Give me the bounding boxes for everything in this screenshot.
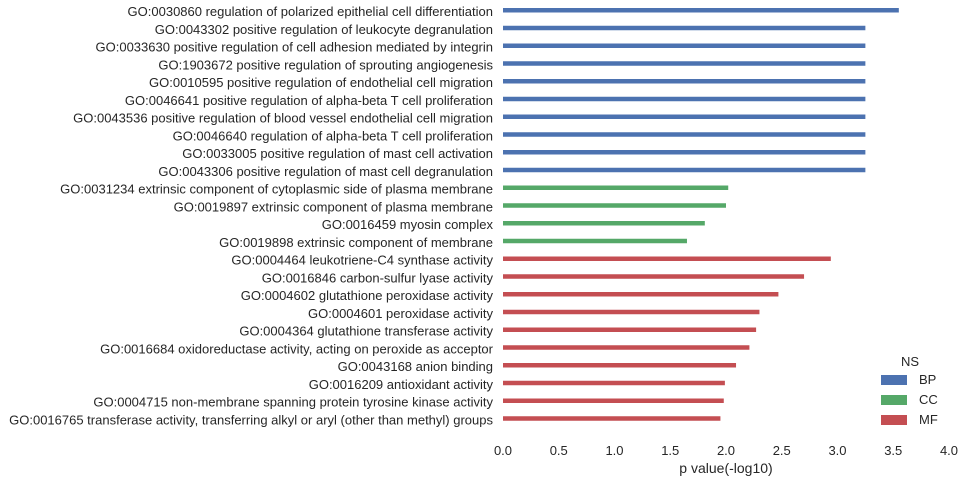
legend-label-bp: BP: [919, 372, 936, 387]
x-tick-label: 1.5: [661, 443, 679, 458]
category-label: GO:1903672 positive regulation of sprout…: [158, 57, 493, 72]
x-axis-label: p value(-log10): [679, 460, 772, 476]
legend-swatch-bp: [881, 375, 907, 385]
category-label: GO:0004464 leukotriene-C4 synthase activ…: [231, 253, 493, 268]
bar-bp: [503, 132, 866, 137]
bar-bp: [503, 167, 866, 173]
category-label: GO:0030860 regulation of polarized epith…: [128, 4, 493, 19]
bar-bp: [503, 8, 899, 13]
legend-swatch-cc: [881, 395, 907, 405]
category-label: GO:0019898 extrinsic component of membra…: [219, 235, 493, 250]
bar-mf: [503, 363, 737, 368]
bar-mf: [503, 398, 724, 403]
x-tick-label: 2.0: [717, 443, 735, 458]
category-label: GO:0033005 positive regulation of mast c…: [182, 146, 493, 161]
bar-bp: [503, 25, 866, 31]
bar-bp: [503, 96, 866, 102]
legend-label-cc: CC: [919, 392, 938, 407]
category-label: GO:0004602 glutathione peroxidase activi…: [241, 288, 494, 303]
legend-swatch-mf: [881, 415, 907, 425]
category-label: GO:0004364 glutathione transferase activ…: [239, 324, 493, 339]
bar-bp: [503, 61, 866, 66]
category-label: GO:0043306 positive regulation of mast c…: [158, 164, 493, 179]
category-labels: GO:0030860 regulation of polarized epith…: [9, 4, 494, 427]
bar-mf: [503, 345, 750, 350]
bars-layer: [503, 8, 899, 421]
category-label: GO:0016765 transferase activity, transfe…: [9, 412, 493, 427]
x-tick-label: 4.0: [940, 443, 958, 458]
category-label: GO:0043302 positive regulation of leukoc…: [155, 22, 493, 37]
category-label: GO:0016459 myosin complex: [322, 217, 494, 232]
category-label: GO:0043168 anion binding: [338, 359, 493, 374]
bar-mf: [503, 274, 805, 279]
bar-cc: [503, 203, 726, 208]
bar-mf: [503, 380, 725, 386]
legend: NS BP CC MF: [881, 354, 938, 427]
bar-mf: [503, 292, 779, 297]
category-label: GO:0043536 positive regulation of blood …: [73, 111, 493, 126]
category-label: GO:0004715 non-membrane spanning protein…: [93, 395, 493, 410]
category-label: GO:0046640 regulation of alpha-beta T ce…: [173, 128, 493, 143]
bar-bp: [503, 150, 866, 155]
category-label: GO:0016209 antioxidant activity: [309, 377, 494, 392]
bar-cc: [503, 185, 729, 190]
category-label: GO:0004601 peroxidase activity: [308, 306, 493, 321]
bar-mf: [503, 327, 757, 332]
bar-cc: [503, 221, 705, 226]
category-label: GO:0019897 extrinsic component of plasma…: [174, 199, 493, 214]
x-tick-label: 3.5: [884, 443, 902, 458]
bar-mf: [503, 256, 831, 261]
x-tick-label: 2.5: [773, 443, 791, 458]
bar-bp: [503, 114, 866, 119]
category-label: GO:0033630 positive regulation of cell a…: [96, 40, 493, 55]
bar-mf: [503, 309, 760, 315]
x-tick-label: 1.0: [605, 443, 623, 458]
legend-title: NS: [901, 354, 919, 369]
x-tick-label: 0.5: [550, 443, 568, 458]
category-label: GO:0031234 extrinsic component of cytopl…: [60, 182, 493, 197]
bar-cc: [503, 238, 687, 244]
x-tick-label: 0.0: [494, 443, 512, 458]
bar-bp: [503, 79, 866, 84]
category-label: GO:0016684 oxidoreductase activity, acti…: [100, 341, 494, 356]
x-tick-labels: 0.0 0.5 1.0 1.5 2.0 2.5 3.0 3.5 4.0: [494, 443, 958, 458]
legend-label-mf: MF: [919, 412, 938, 427]
category-label: GO:0016846 carbon-sulfur lyase activity: [262, 270, 494, 285]
bar-mf: [503, 416, 721, 421]
category-label: GO:0010595 positive regulation of endoth…: [149, 75, 493, 90]
x-tick-label: 3.0: [828, 443, 846, 458]
bar-bp: [503, 43, 866, 48]
category-label: GO:0046641 positive regulation of alpha-…: [125, 93, 493, 108]
